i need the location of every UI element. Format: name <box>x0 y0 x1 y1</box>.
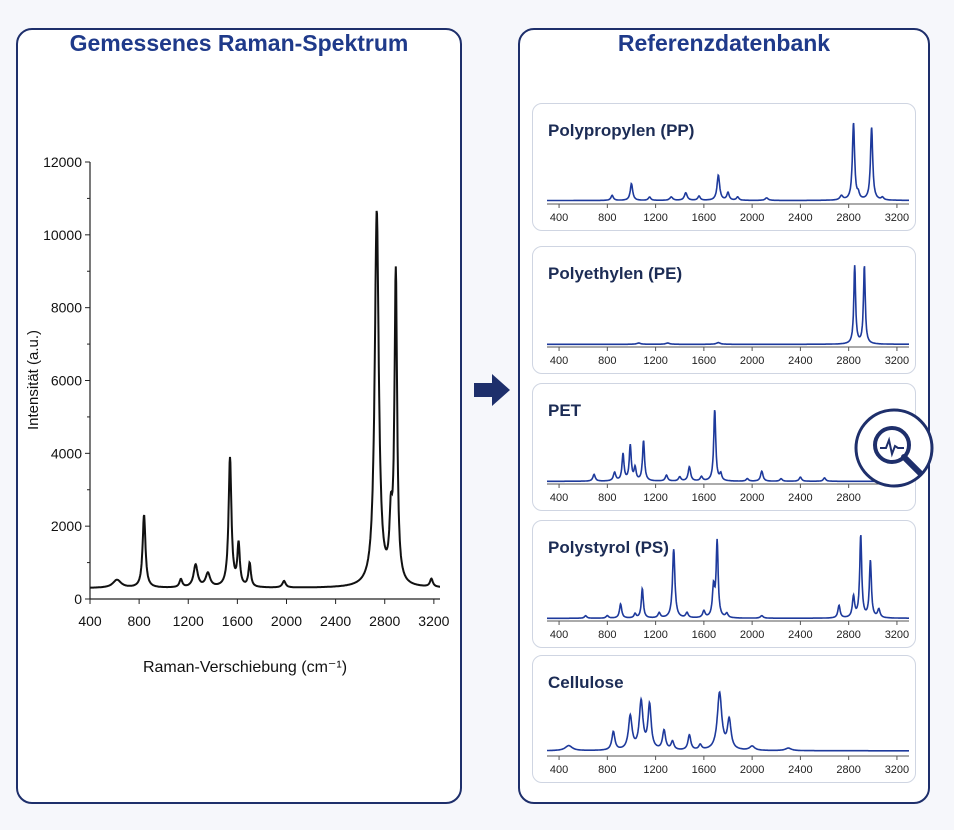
reference-spectrum-line <box>547 122 909 202</box>
x-tick-label: 1600 <box>222 613 253 629</box>
left-panel-title: Gemessenes Raman-Spektrum <box>69 30 409 56</box>
reference-title-pet: PET <box>548 401 582 420</box>
reference-card-cellulose[interactable]: Cellulose 400 800 1200 1600 2000 2400 2800 3200 <box>532 655 916 783</box>
right-panel-title: Referenzdatenbank <box>617 30 831 56</box>
y-tick-label: 10000 <box>43 227 82 243</box>
arrow-right-icon <box>474 374 510 406</box>
reference-chart-pet: 400 800 1200 1600 2000 2400 2800 <box>547 410 909 504</box>
x-tick-label: 2000 <box>740 629 764 641</box>
x-tick-label: 2400 <box>788 492 812 504</box>
x-tick-label: 400 <box>550 629 568 641</box>
x-tick-label: 400 <box>550 764 568 776</box>
x-tick-label: 2800 <box>836 629 860 641</box>
x-tick-label: 1200 <box>173 613 204 629</box>
x-tick-label: 2400 <box>788 355 812 367</box>
reference-title-cellulose: Cellulose <box>548 673 624 692</box>
reference-spectrum-line <box>547 265 909 346</box>
x-tick-label: 3200 <box>885 355 909 367</box>
x-tick-label: 2400 <box>788 764 812 776</box>
x-tick-label: 2800 <box>369 613 400 629</box>
y-tick-label: 8000 <box>51 300 82 316</box>
x-tick-label: 3200 <box>885 629 909 641</box>
reference-chart-pp: 400 800 1200 1600 2000 2400 2800 3200 <box>547 122 909 224</box>
x-axis-label: Raman-Verschiebung (cm⁻¹) <box>143 659 347 676</box>
x-tick-label: 400 <box>550 492 568 504</box>
y-axis-label: Intensität (a.u.) <box>25 330 42 430</box>
x-tick-label: 2800 <box>836 492 860 504</box>
x-tick-label: 2800 <box>836 764 860 776</box>
x-tick-label: 2000 <box>740 764 764 776</box>
x-tick-label: 2400 <box>320 613 351 629</box>
x-tick-label: 1200 <box>643 492 667 504</box>
x-tick-label: 2800 <box>836 212 860 224</box>
reference-spectrum-line <box>547 690 909 752</box>
reference-card-pe[interactable]: Polyethylen (PE) 400 800 1200 1600 2000 2400 2… <box>532 246 916 374</box>
x-tick-label: 3200 <box>885 764 909 776</box>
reference-chart-pe: 400 800 1200 1600 2000 2400 2800 3200 <box>547 265 909 367</box>
x-tick-label: 2400 <box>788 212 812 224</box>
x-tick-label: 800 <box>127 613 151 629</box>
reference-card-pet[interactable]: PET 400 800 1200 1600 2000 2400 2800 <box>532 383 916 511</box>
x-tick-label: 800 <box>598 355 616 367</box>
reference-chart-ps: 400 800 1200 1600 2000 2400 2800 3200 <box>547 534 909 641</box>
x-tick-label: 1600 <box>692 629 716 641</box>
x-tick-label: 2000 <box>740 355 764 367</box>
x-tick-label: 2800 <box>836 355 860 367</box>
x-tick-label: 400 <box>78 613 102 629</box>
x-tick-label: 800 <box>598 629 616 641</box>
reference-title-ps: Polystyrol (PS) <box>548 538 669 557</box>
x-tick-label: 1600 <box>692 764 716 776</box>
reference-title-pe: Polyethylen (PE) <box>548 264 683 283</box>
y-tick-label: 4000 <box>51 445 82 461</box>
x-tick-label: 1200 <box>643 764 667 776</box>
x-tick-label: 800 <box>598 212 616 224</box>
x-tick-label: 2400 <box>788 629 812 641</box>
y-tick-label: 12000 <box>43 154 82 170</box>
x-tick-label: 400 <box>550 212 568 224</box>
reference-card-pp[interactable]: Polypropylen (PP) 400 800 1200 1600 2000 2400… <box>532 103 916 231</box>
x-tick-label: 1600 <box>692 355 716 367</box>
x-tick-label: 1600 <box>692 212 716 224</box>
magnifier-icon[interactable] <box>854 408 938 492</box>
y-tick-label: 2000 <box>51 518 82 534</box>
x-tick-label: 1200 <box>643 212 667 224</box>
reference-title-pp: Polypropylen (PP) <box>548 121 695 140</box>
x-tick-label: 1200 <box>643 629 667 641</box>
x-tick-label: 800 <box>598 492 616 504</box>
x-tick-label: 3200 <box>885 212 909 224</box>
x-tick-label: 2000 <box>740 492 764 504</box>
x-tick-label: 800 <box>598 764 616 776</box>
y-tick-label: 0 <box>74 591 82 607</box>
x-tick-label: 3200 <box>418 613 449 629</box>
main-axes: 0 2000 4000 6000 8000 10000 12000 400 800 1200 160… <box>43 154 450 629</box>
x-tick-label: 2000 <box>740 212 764 224</box>
x-tick-label: 1200 <box>643 355 667 367</box>
y-tick-label: 6000 <box>51 373 82 389</box>
reference-chart-cellulose: 400 800 1200 1600 2000 2400 2800 3200 <box>547 690 909 776</box>
reference-spectrum-line <box>547 410 909 483</box>
measured-spectrum-line <box>90 210 440 589</box>
x-tick-label: 1600 <box>692 492 716 504</box>
reference-spectrum-line <box>547 534 909 620</box>
reference-card-ps[interactable]: Polystyrol (PS) 400 800 1200 1600 2000 2400 28… <box>532 520 916 648</box>
x-tick-label: 2000 <box>271 613 302 629</box>
x-tick-label: 400 <box>550 355 568 367</box>
